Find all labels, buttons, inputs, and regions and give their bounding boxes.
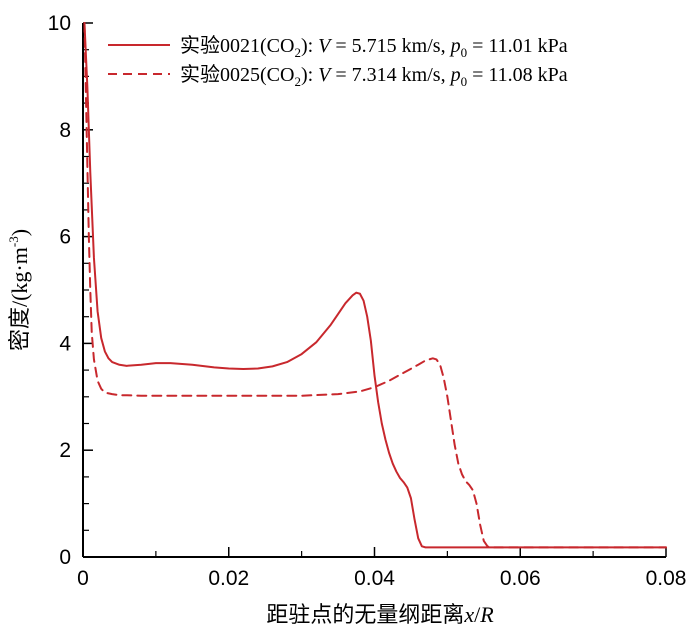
x-tick-label: 0.08 (646, 567, 687, 590)
y-tick-label: 4 (59, 332, 71, 355)
y-tick-label: 10 (48, 12, 71, 35)
x-tick-label: 0.06 (500, 567, 541, 590)
y-axis-title: 密度/(kg·m-3) (6, 229, 32, 351)
x-tick-label: 0.02 (208, 567, 249, 590)
axes (82, 23, 666, 558)
y-tick-label: 0 (59, 546, 71, 569)
y-tick-label: 6 (59, 226, 71, 249)
x-axis-title: 距驻点的无量纲距离x/R (266, 602, 494, 627)
x-tick-label: 0 (77, 567, 89, 590)
legend-label-0021: 实验0021(CO2): V = 5.715 km/s, p0 = 11.01 … (180, 34, 568, 60)
legend: 实验0021(CO2): V = 5.715 km/s, p0 = 11.01 … (108, 34, 568, 89)
tick-labels: 0 0.02 0.04 0.06 0.08 0 2 4 6 8 10 (48, 12, 687, 590)
y-tick-label: 8 (59, 119, 71, 142)
y-tick-label: 2 (59, 439, 71, 462)
legend-label-0025: 实验0025(CO2): V = 7.314 km/s, p0 = 11.08 … (180, 63, 568, 89)
series-lines (83, 22, 667, 549)
series-line-0025 (83, 22, 667, 549)
series-line-0021 (83, 22, 667, 549)
x-tick-label: 0.04 (354, 567, 395, 590)
ticks (82, 22, 667, 558)
